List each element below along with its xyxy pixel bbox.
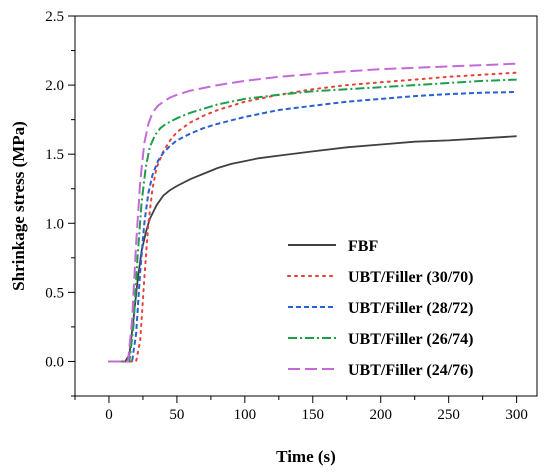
x-tick-label: 250 [437,407,460,423]
y-tick-label: 0.0 [45,354,64,370]
legend-label-2: UBT/Filler (30/70) [348,269,473,286]
y-tick-label: 1.5 [45,147,64,163]
y-tick-label: 1.0 [45,216,64,232]
series-line-3 [109,91,517,363]
x-tick-label: 300 [505,407,528,423]
y-axis-title: Shrinkage stress (MPa) [9,121,28,291]
legend-label-4: UBT/Filler (26/74) [348,331,473,348]
y-tick-label: 2.0 [45,78,64,94]
x-axis-ticks: 0 50 100 150 200 250 300 [74,396,528,423]
series-line-2 [108,71,518,363]
series-line-1 [109,135,517,363]
series-lines [108,62,518,363]
legend-label-5: UBT/Filler (24/76) [348,362,473,379]
x-tick-label: 50 [169,407,184,423]
y-tick-label: 2.5 [45,9,64,25]
y-axis-ticks: 0.0 0.5 1.0 1.5 2.0 2.5 [45,9,75,397]
x-tick-label: 150 [302,407,325,423]
legend-label-3: UBT/Filler (28/72) [348,300,473,317]
series-line-5 [109,62,517,363]
x-tick-label: 0 [105,407,113,423]
y-tick-label: 0.5 [45,285,64,301]
x-axis-title: Time (s) [276,447,336,466]
legend: FBF UBT/Filler (30/70) UBT/Filler (28/72) U… [287,238,473,379]
x-tick-label: 200 [369,407,392,423]
legend-label-1: FBF [348,238,378,255]
plot-frame [74,15,538,397]
x-tick-label: 100 [234,407,257,423]
series-line-4 [109,78,517,363]
